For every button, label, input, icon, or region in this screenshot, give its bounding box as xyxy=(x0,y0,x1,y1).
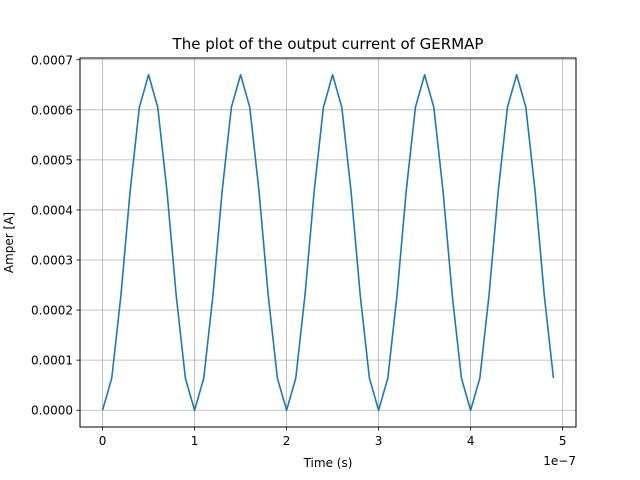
y-tick-label: 0.0002 xyxy=(31,304,73,318)
x-tick-label: 0 xyxy=(99,434,107,448)
x-tick-label: 4 xyxy=(467,434,475,448)
y-tick-label: 0.0006 xyxy=(31,103,73,117)
y-tick-label: 0.0003 xyxy=(31,254,73,268)
x-tick-label: 2 xyxy=(283,434,291,448)
x-axis-label: Time (s) xyxy=(303,456,353,470)
y-tick-label: 0.0007 xyxy=(31,53,73,67)
y-tick-label: 0.0005 xyxy=(31,153,73,167)
y-tick-label: 0.0000 xyxy=(31,404,73,418)
x-axis-ticks: 0 1 2 3 4 5 xyxy=(99,427,567,448)
y-axis-label: Amper [A] xyxy=(2,212,16,273)
x-axis-offset-label: 1e−7 xyxy=(543,454,576,468)
grid-lines xyxy=(80,58,576,427)
y-tick-label: 0.0001 xyxy=(31,354,73,368)
y-tick-label: 0.0004 xyxy=(31,203,73,217)
series-layer xyxy=(101,73,555,412)
chart-title: The plot of the output current of GERMAP xyxy=(172,35,484,53)
x-tick-label: 3 xyxy=(375,434,383,448)
series-line xyxy=(101,73,555,412)
x-tick-label: 5 xyxy=(559,434,567,448)
x-tick-label: 1 xyxy=(191,434,199,448)
y-axis-ticks: 0.0000 0.0001 0.0002 0.0003 0.0004 0.0005 0.00… xyxy=(31,53,80,418)
axes-frame xyxy=(79,57,577,428)
